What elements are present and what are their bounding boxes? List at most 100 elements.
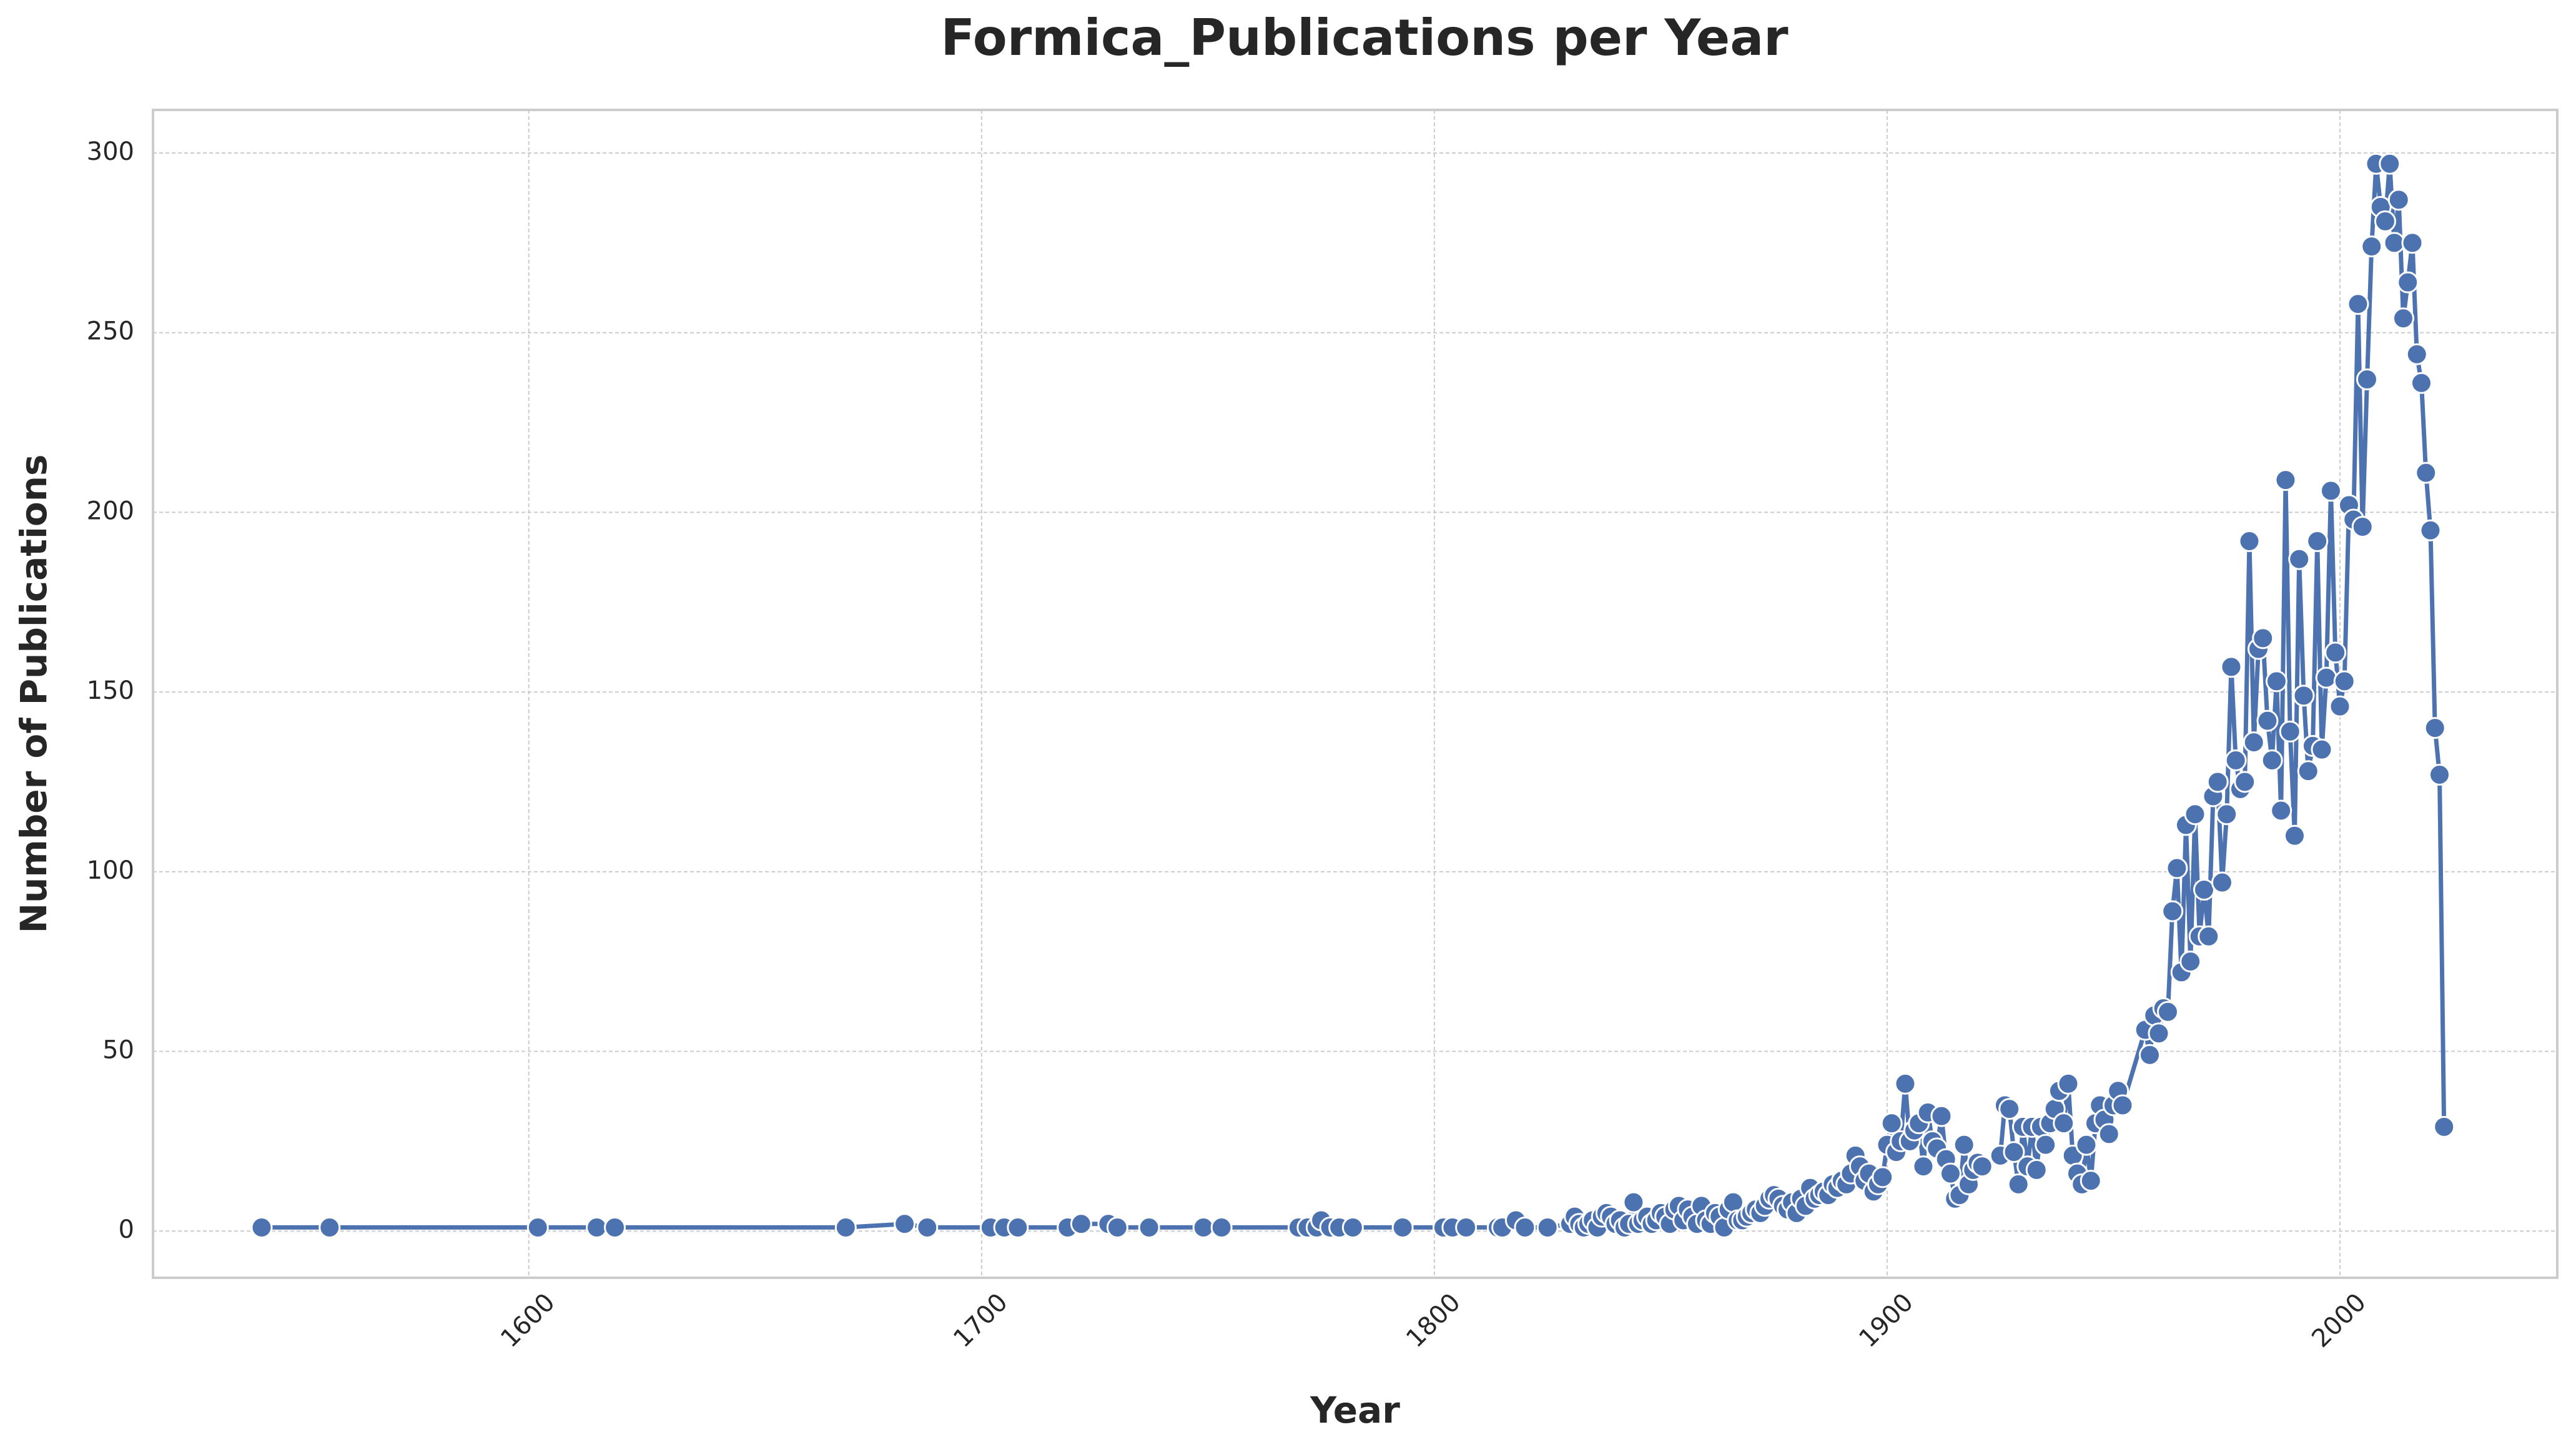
data-point <box>1872 1166 1894 1188</box>
data-point <box>1106 1216 1128 1238</box>
data-point <box>1514 1216 1536 1238</box>
data-point <box>2401 232 2424 254</box>
data-point <box>2356 368 2378 391</box>
data-point <box>2166 857 2188 879</box>
data-point <box>1930 1105 1953 1127</box>
data-point <box>2329 695 2351 718</box>
data-point <box>2184 803 2206 826</box>
data-point <box>2333 670 2356 693</box>
data-point <box>2156 1000 2179 1023</box>
data-point <box>1007 1216 1029 1238</box>
y-tick-label: 0 <box>119 1215 134 1244</box>
data-point <box>318 1216 341 1238</box>
data-point <box>1880 1112 1903 1135</box>
data-point <box>526 1216 549 1238</box>
data-point <box>1894 1072 1917 1095</box>
y-tick-label: 300 <box>87 137 134 166</box>
data-point <box>2324 641 2347 664</box>
data-point <box>2080 1170 2102 1192</box>
plot-frame <box>152 109 2559 1279</box>
data-point <box>1953 1133 1975 1156</box>
data-point <box>2387 189 2410 211</box>
data-point <box>2075 1133 2098 1156</box>
y-tick-label: 100 <box>87 856 134 885</box>
data-point <box>2419 519 2442 541</box>
data-point <box>916 1216 939 1238</box>
data-point <box>2383 232 2406 254</box>
data-point <box>1912 1155 1935 1178</box>
data-point <box>1536 1216 1559 1238</box>
data-point <box>2406 343 2428 365</box>
data-point <box>1455 1216 1478 1238</box>
data-point <box>834 1216 857 1238</box>
data-point <box>2098 1123 2120 1145</box>
data-point <box>2392 307 2414 330</box>
data-point <box>2424 717 2446 739</box>
data-point <box>2179 951 2202 973</box>
data-point <box>2283 824 2306 847</box>
data-point <box>2138 1044 2161 1066</box>
data-point <box>2351 515 2374 538</box>
data-point <box>2035 1133 2057 1156</box>
chart-title: Formica_Publications per Year <box>940 9 1789 67</box>
data-point <box>2053 1112 2075 1135</box>
data-point <box>2003 1141 2025 1163</box>
data-point <box>2161 900 2184 922</box>
x-axis-label: Year <box>1310 1389 1400 1431</box>
data-point <box>2374 210 2396 232</box>
data-point <box>2270 799 2292 822</box>
data-point <box>2057 1072 2080 1095</box>
data-point <box>2292 684 2315 707</box>
data-point <box>2252 627 2274 649</box>
data-point <box>2306 530 2329 552</box>
data-point <box>2007 1173 2030 1195</box>
data-point <box>250 1216 273 1238</box>
data-point <box>1210 1216 1233 1238</box>
data-point <box>1391 1216 1414 1238</box>
data-point <box>2428 763 2450 786</box>
data-point <box>2274 469 2297 491</box>
y-tick-label: 200 <box>87 496 134 525</box>
data-point <box>2261 749 2283 771</box>
data-point <box>2410 372 2432 394</box>
data-point <box>2025 1158 2048 1181</box>
y-tick-label: 50 <box>102 1036 134 1065</box>
data-point <box>2347 293 2369 315</box>
y-tick-label: 150 <box>87 676 134 705</box>
y-axis-label: Number of Publications <box>12 454 55 933</box>
data-point <box>2216 803 2238 826</box>
data-point <box>604 1216 626 1238</box>
data-point <box>2297 760 2319 783</box>
data-point <box>1971 1155 1993 1178</box>
data-point <box>2279 720 2301 743</box>
data-point <box>1998 1098 2021 1120</box>
data-point <box>2315 666 2337 689</box>
data-point <box>586 1216 608 1238</box>
data-point <box>1622 1191 1645 1213</box>
y-tick-label: 250 <box>87 317 134 346</box>
data-point <box>2415 462 2437 484</box>
data-point <box>2211 871 2233 894</box>
data-point <box>2311 738 2333 761</box>
data-point <box>2220 656 2243 678</box>
data-point <box>1939 1162 1962 1185</box>
data-point <box>2361 235 2383 258</box>
data-point <box>2256 709 2279 732</box>
data-point <box>2148 1022 2170 1045</box>
data-point <box>2234 771 2256 793</box>
data-point <box>2265 670 2287 693</box>
data-point <box>1192 1216 1215 1238</box>
data-point <box>2397 271 2419 294</box>
data-point <box>2206 771 2229 793</box>
data-point <box>1341 1216 1364 1238</box>
data-point <box>1070 1213 1092 1235</box>
data-point <box>2111 1094 2134 1117</box>
data-point <box>2198 925 2220 947</box>
data-point <box>2319 480 2342 502</box>
data-point <box>1138 1216 1160 1238</box>
data-point <box>2224 749 2247 771</box>
data-point <box>894 1213 916 1235</box>
data-point <box>2288 548 2311 570</box>
